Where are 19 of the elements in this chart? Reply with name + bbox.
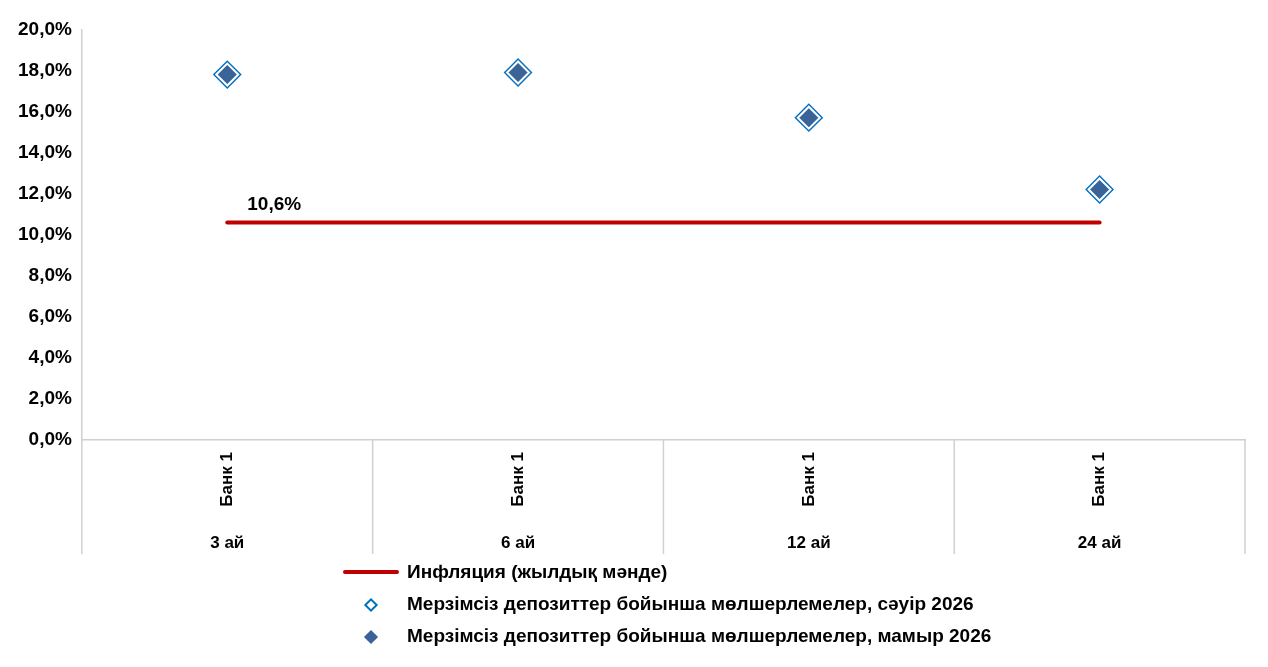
data-label: 10,6% xyxy=(247,193,302,215)
y-tick-label: 20,0% xyxy=(18,17,72,39)
category-label: Банк 1 12 ай xyxy=(787,452,831,552)
y-tick-label: 18,0% xyxy=(18,58,72,80)
y-tick-label: 10,0% xyxy=(18,222,72,244)
y-tick-label: 4,0% xyxy=(28,346,72,368)
category-label: Банк 1 3 ай xyxy=(210,452,245,552)
y-tick-label: 16,0% xyxy=(18,99,72,121)
y-tick-label: 12,0% xyxy=(18,181,72,203)
y-tick-label: 0,0% xyxy=(28,428,72,450)
y-tick-label: 8,0% xyxy=(28,263,72,285)
y-tick-label: 2,0% xyxy=(28,387,72,409)
legend-label: Мерзімсіз депозиттер бойынша мөлшерлемелер, сәуір 2026 xyxy=(407,593,974,615)
y-tick-label: 14,0% xyxy=(18,140,72,162)
category-label: Банк 1 6 ай xyxy=(501,452,536,552)
category-label: Банк 1 24 ай xyxy=(1077,452,1122,552)
legend-label: Инфляция (жылдық мәнде) xyxy=(407,561,668,583)
legend-label: Мерзімсіз депозиттер бойынша мөлшерлемелер, мамыр 2026 xyxy=(407,625,992,647)
y-tick-label: 6,0% xyxy=(28,305,72,327)
